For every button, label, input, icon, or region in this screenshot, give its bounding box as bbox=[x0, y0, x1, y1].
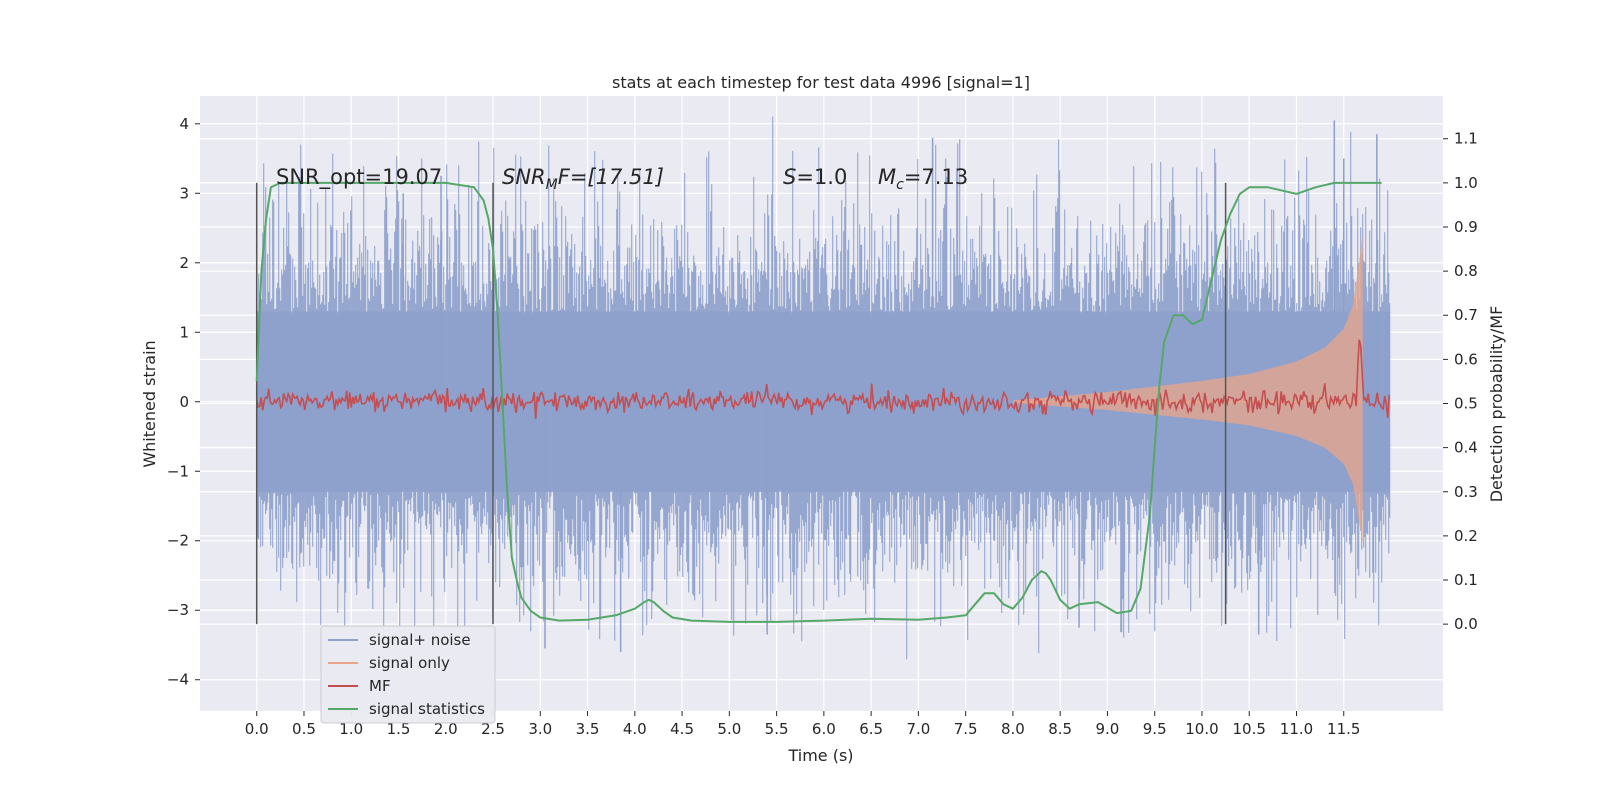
annotation-snr-mf: SNRMF=[17.51] bbox=[502, 165, 664, 193]
x-tick-label-19: 9.5 bbox=[1143, 720, 1167, 738]
s-value: =1.0 bbox=[796, 165, 847, 189]
y-tick-label-0: −4 bbox=[167, 671, 189, 689]
y-right-tick-label-10: 1.0 bbox=[1454, 174, 1478, 192]
x-tick-label-16: 8.0 bbox=[1001, 720, 1025, 738]
y-right-axis-label: Detection probability/MF bbox=[1487, 306, 1506, 503]
legend-box bbox=[320, 625, 496, 724]
x-tick-label-20: 10.0 bbox=[1185, 720, 1218, 738]
x-tick-label-17: 8.5 bbox=[1048, 720, 1072, 738]
x-tick-label-9: 4.5 bbox=[670, 720, 694, 738]
x-tick-label-0: 0.0 bbox=[245, 720, 269, 738]
legend-label-signal-noise: signal+ noise bbox=[369, 631, 471, 649]
snr-mf-symbol: SNR bbox=[502, 165, 546, 189]
snr-mf-subscript: M bbox=[546, 177, 558, 193]
series-mf bbox=[255, 339, 1390, 419]
s-symbol: S bbox=[783, 165, 796, 189]
x-tick-label-13: 6.5 bbox=[859, 720, 883, 738]
annotation-snr-opt: SNR_opt=19.07 bbox=[276, 165, 442, 190]
y-axis-label: Whitened strain bbox=[140, 340, 159, 467]
x-axis-label: Time (s) bbox=[787, 746, 853, 765]
y-tick-label-1: −3 bbox=[167, 601, 189, 619]
x-tick-label-10: 5.0 bbox=[717, 720, 741, 738]
x-tick-label-3: 1.5 bbox=[387, 720, 411, 738]
x-tick-label-4: 2.0 bbox=[434, 720, 458, 738]
x-tick-label-22: 11.0 bbox=[1280, 720, 1313, 738]
series-signal-statistics bbox=[255, 181, 1382, 623]
annotation-mc: Mc=7.13 bbox=[878, 165, 968, 193]
y-right-tick-label-2: 0.2 bbox=[1454, 527, 1478, 545]
mc-subscript: c bbox=[896, 177, 904, 193]
x-tick-label-21: 10.5 bbox=[1233, 720, 1266, 738]
x-tick-label-14: 7.0 bbox=[906, 720, 930, 738]
mc-value: =7.13 bbox=[904, 165, 968, 189]
y-tick-label-7: 3 bbox=[179, 184, 189, 202]
legend-label-signal-statistics: signal statistics bbox=[369, 700, 485, 718]
x-tick-label-1: 0.5 bbox=[292, 720, 316, 738]
y-right-tick-label-11: 1.1 bbox=[1454, 130, 1478, 148]
y-right-tick-label-4: 0.4 bbox=[1454, 439, 1478, 457]
signal-only-envelope bbox=[1012, 235, 1363, 544]
x-tick-label-23: 11.5 bbox=[1327, 720, 1360, 738]
y-right-tick-label-5: 0.5 bbox=[1454, 395, 1478, 413]
y-right-tick-label-3: 0.3 bbox=[1454, 483, 1478, 501]
x-tick-label-5: 2.5 bbox=[481, 720, 505, 738]
x-tick-label-7: 3.5 bbox=[576, 720, 600, 738]
y-right-tick-label-0: 0.0 bbox=[1454, 615, 1478, 633]
y-tick-label-6: 2 bbox=[179, 254, 189, 272]
snr-mf-value: F=[17.51] bbox=[558, 165, 664, 189]
signal-statistics-line bbox=[255, 181, 1382, 623]
x-tick-label-18: 9.0 bbox=[1096, 720, 1120, 738]
x-tick-label-15: 7.5 bbox=[954, 720, 978, 738]
y-tick-label-8: 4 bbox=[179, 115, 189, 133]
x-tick-label-11: 5.5 bbox=[765, 720, 789, 738]
chart-title: stats at each timestep for test data 499… bbox=[612, 73, 1030, 92]
x-tick-label-2: 1.0 bbox=[339, 720, 363, 738]
y-tick-label-3: −1 bbox=[167, 462, 189, 480]
y-tick-label-4: 0 bbox=[179, 393, 189, 411]
x-tick-label-8: 4.0 bbox=[623, 720, 647, 738]
legend-label-mf: MF bbox=[369, 677, 391, 695]
x-tick-label-12: 6.0 bbox=[812, 720, 836, 738]
y-right-tick-label-7: 0.7 bbox=[1454, 306, 1478, 324]
y-right-tick-label-1: 0.1 bbox=[1454, 571, 1478, 589]
mf-trace bbox=[255, 339, 1390, 419]
x-tick-label-6: 3.0 bbox=[528, 720, 552, 738]
y-axis-ticks: −4 −3 −2 −1 0 1 2 3 4 bbox=[167, 115, 200, 689]
x-axis-ticks: 0.0 0.5 1.0 1.5 2.0 2.5 3.0 3.5 4.0 4.5 5.0 5.5 6.0 6… bbox=[245, 711, 1360, 738]
y-right-axis-ticks: 0.0 0.1 0.2 0.3 0.4 0.5 0.6 0.7 0.8 0.9 1.0 1.1 bbox=[1443, 130, 1478, 633]
y-right-tick-label-6: 0.6 bbox=[1454, 350, 1478, 368]
annotation-s: S=1.0 bbox=[783, 165, 847, 189]
mc-symbol: M bbox=[878, 165, 896, 189]
legend: signal+ noise signal only MF signal stat… bbox=[320, 625, 496, 724]
y-tick-label-5: 1 bbox=[179, 323, 189, 341]
y-right-tick-label-9: 0.9 bbox=[1454, 218, 1478, 236]
legend-label-signal-only: signal only bbox=[369, 654, 450, 672]
y-tick-label-2: −2 bbox=[167, 532, 189, 550]
y-right-tick-label-8: 0.8 bbox=[1454, 262, 1478, 280]
